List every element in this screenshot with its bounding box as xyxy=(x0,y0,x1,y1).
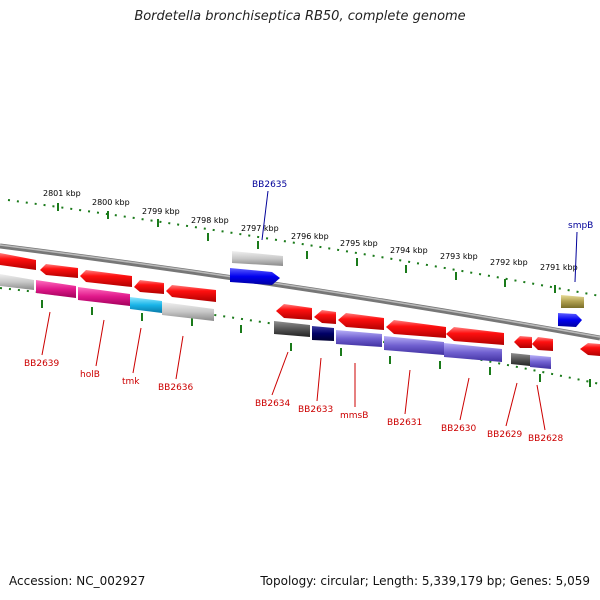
upper-major-ticks xyxy=(57,203,556,293)
gene-arrow[interactable] xyxy=(232,251,283,266)
accession-text: Accession: NC_002927 xyxy=(9,574,146,588)
gene-arrow[interactable] xyxy=(314,310,336,324)
gene-arrow[interactable] xyxy=(0,253,36,270)
lower-leader-lines xyxy=(41,311,546,431)
gene-arrow[interactable] xyxy=(580,343,600,356)
gene-arrow[interactable] xyxy=(0,274,34,290)
scale-label: 2801 kbp xyxy=(43,189,81,198)
gene-arrow[interactable] xyxy=(530,355,551,369)
gene-arrow[interactable] xyxy=(511,353,530,366)
map-title: Bordetella bronchiseptica RB50, complete… xyxy=(134,9,466,24)
gene-arrow[interactable] xyxy=(514,336,532,348)
upper-scale-ruler xyxy=(7,199,600,297)
gene-arrow[interactable] xyxy=(444,343,502,362)
scale-label: 2799 kbp xyxy=(142,207,180,216)
scale-label: 2794 kbp xyxy=(390,246,428,255)
gene-arrow[interactable] xyxy=(162,302,214,321)
gene-arrow[interactable] xyxy=(40,264,78,278)
scale-label: 2798 kbp xyxy=(191,216,229,225)
gene-arrow[interactable] xyxy=(532,337,553,351)
scale-labels: 2801 kbp 2800 kbp 2799 kbp 2798 kbp 2797… xyxy=(43,189,578,272)
scale-label: 2792 kbp xyxy=(490,258,528,267)
gene-label-mmsb: mmsB xyxy=(340,411,368,421)
scale-label: 2795 kbp xyxy=(340,239,378,248)
lower-scale-ruler xyxy=(0,287,600,385)
gene-label-bb2628: BB2628 xyxy=(528,434,564,444)
gene-arrow[interactable] xyxy=(276,304,312,320)
gene-arrow[interactable] xyxy=(561,295,584,308)
gene-label-bb2634: BB2634 xyxy=(255,399,291,409)
gene-arrow[interactable] xyxy=(80,270,132,287)
scale-label: 2796 kbp xyxy=(291,232,329,241)
gene-label-bb2633: BB2633 xyxy=(298,405,333,415)
lower-gene-track xyxy=(0,274,600,369)
genome-backbone-highlight xyxy=(0,244,600,338)
gene-arrow[interactable] xyxy=(230,268,280,285)
gene-arrow[interactable] xyxy=(446,327,504,345)
gene-label-bb2636: BB2636 xyxy=(158,383,194,393)
gene-label-bb2639: BB2639 xyxy=(24,359,60,369)
upper-gene-labels: BB2635 smpB xyxy=(252,180,593,231)
gene-label-bb2635: BB2635 xyxy=(252,180,287,190)
scale-label: 2797 kbp xyxy=(241,224,279,233)
gene-arrow[interactable] xyxy=(312,326,334,341)
gene-label-tmk: tmk xyxy=(122,377,140,387)
gene-arrow[interactable] xyxy=(386,320,446,338)
lower-major-ticks xyxy=(41,300,591,387)
gene-arrow[interactable] xyxy=(134,280,164,294)
gene-arrow[interactable] xyxy=(274,321,310,337)
genome-summary-text: Topology: circular; Length: 5,339,179 bp… xyxy=(260,574,590,588)
gene-label-holb: holB xyxy=(80,370,100,380)
upper-leader-lines xyxy=(261,190,578,283)
upper-gene-track xyxy=(0,251,584,327)
scale-label: 2800 kbp xyxy=(92,198,130,207)
scale-label: 2793 kbp xyxy=(440,252,478,261)
genome-backbone xyxy=(0,243,600,341)
gene-arrow[interactable] xyxy=(78,287,130,306)
gene-arrow[interactable] xyxy=(336,330,382,347)
gene-label-smpb: smpB xyxy=(568,221,593,231)
gene-label-bb2631: BB2631 xyxy=(387,418,422,428)
gene-arrow[interactable] xyxy=(166,285,216,302)
gene-label-bb2630: BB2630 xyxy=(441,424,477,434)
scale-label: 2791 kbp xyxy=(540,263,578,272)
gene-arrow[interactable] xyxy=(36,280,76,298)
gene-label-bb2629: BB2629 xyxy=(487,430,523,440)
gene-arrow[interactable] xyxy=(130,297,162,313)
gene-arrow[interactable] xyxy=(384,336,444,355)
gene-arrow[interactable] xyxy=(558,313,582,327)
lower-gene-labels: BB2639 holB tmk BB2636 BB2634 BB2633 mms… xyxy=(24,359,564,444)
gene-arrow[interactable] xyxy=(338,313,384,330)
